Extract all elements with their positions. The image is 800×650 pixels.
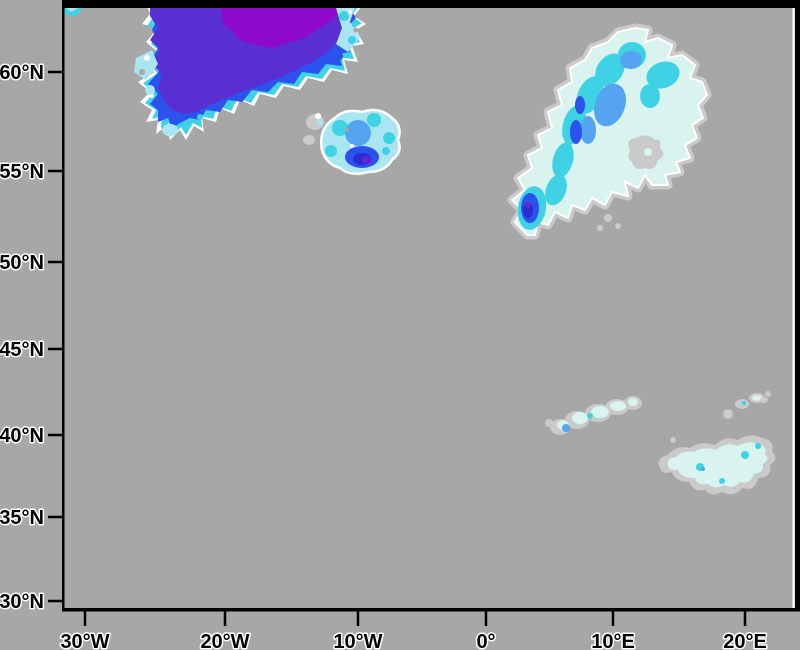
region-mountain-mass-east (658, 391, 776, 495)
region-mountain-chain-west (545, 396, 642, 435)
greenland-east-fjords (333, 4, 360, 61)
y-tick-label-50n: 50°N (0, 252, 44, 274)
frame-top (62, 0, 800, 8)
x-tick-label-30w: 30°W (60, 631, 109, 650)
y-tick-label-30n: 30°N (0, 591, 44, 613)
plot-frame (62, 0, 800, 612)
x-tick-label-10e: 10°E (591, 631, 635, 650)
x-tick-label-0: 0° (476, 631, 495, 650)
x-tick-label-20e: 20°E (723, 631, 767, 650)
x-tick-label-20w: 20°W (200, 631, 249, 650)
map-edge-white-line (792, 8, 795, 608)
region-scandinavia (507, 23, 712, 240)
frame-right (795, 0, 800, 611)
scandinavia-sky-patches (570, 51, 642, 144)
y-axis-ticks (48, 70, 62, 603)
region-greenland (134, 0, 366, 140)
greenland-core-purple (218, 0, 345, 48)
scandinavia-gray-lowlands (597, 135, 664, 231)
greenland-west-coast-patches (134, 50, 203, 136)
mountain-small-peaks (723, 391, 771, 419)
y-tick-label-60n: 60°N (0, 62, 44, 84)
frame-left (62, 0, 65, 611)
x-tick-label-10w: 10°W (333, 631, 382, 650)
y-tick-label-35n: 35°N (0, 507, 44, 529)
x-axis-labels: 30°W 20°W 10°W 0° 10°E 20°E (59, 630, 768, 650)
region-iceland (303, 108, 401, 176)
x-axis-ticks (83, 611, 747, 626)
edge-data-sliver (64, 8, 83, 16)
scandinavia-south-maximum (517, 186, 547, 230)
y-axis-labels: 60°N 55°N 50°N 45°N 40°N 35°N 30°N (0, 61, 46, 615)
y-tick-label-45n: 45°N (0, 339, 44, 361)
y-tick-label-40n: 40°N (0, 425, 44, 447)
frame-bottom (62, 608, 800, 612)
y-tick-label-55n: 55°N (0, 161, 44, 183)
